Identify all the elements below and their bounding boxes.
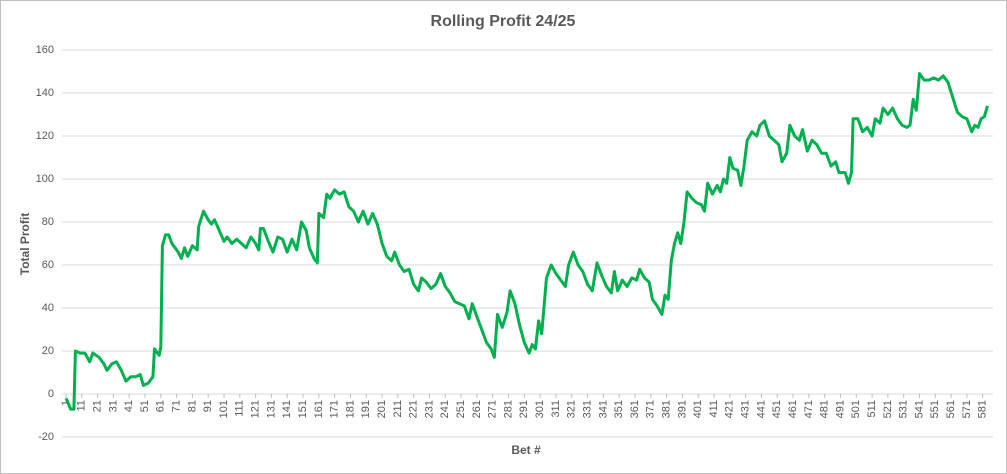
x-tick-label: 231 xyxy=(423,400,435,418)
x-axis-label: Bet # xyxy=(511,443,541,457)
x-tick-label: 131 xyxy=(265,400,277,418)
x-tick-label: 61 xyxy=(155,400,167,412)
x-tick-label: 11 xyxy=(76,400,88,411)
x-tick-label: 551 xyxy=(929,400,941,418)
x-tick-label: 441 xyxy=(755,400,767,418)
x-tick-label: 81 xyxy=(186,400,198,412)
y-tick-label: 40 xyxy=(42,302,54,314)
x-tick-label: 161 xyxy=(313,400,325,418)
x-tick-label: 221 xyxy=(408,400,420,418)
x-tick-label: 371 xyxy=(645,400,657,418)
x-tick-label: 471 xyxy=(803,400,815,418)
x-tick-label: 121 xyxy=(250,400,262,418)
profit-line xyxy=(64,72,989,411)
y-tick-label: 160 xyxy=(36,44,54,56)
y-tick-label: 20 xyxy=(42,345,54,357)
x-tick-label: 331 xyxy=(581,400,593,418)
x-tick-label: 421 xyxy=(724,400,736,418)
x-tick-label: 571 xyxy=(961,400,973,418)
x-tick-label: 271 xyxy=(487,400,499,418)
x-tick-label: 391 xyxy=(676,400,688,418)
x-tick-label: 41 xyxy=(123,400,135,412)
x-tick-label: 151 xyxy=(297,400,309,418)
x-tick-label: 541 xyxy=(913,400,925,418)
x-tick-label: 401 xyxy=(692,400,704,418)
x-tick-label: 181 xyxy=(344,400,356,418)
x-tick-label: 91 xyxy=(202,400,214,412)
x-tick-label: 581 xyxy=(977,400,989,418)
chart-title: Rolling Profit 24/25 xyxy=(431,13,576,30)
x-tick-label: 521 xyxy=(882,400,894,418)
x-tick-label: 361 xyxy=(629,400,641,418)
y-tick-label: 0 xyxy=(48,388,54,400)
x-tick-label: 491 xyxy=(834,400,846,418)
y-axis-label: Total Profit xyxy=(18,213,32,275)
x-tick-label: 381 xyxy=(661,400,673,418)
x-tick-label: 71 xyxy=(171,400,183,412)
x-tick-label: 291 xyxy=(518,400,530,418)
x-tick-label: 111 xyxy=(234,400,246,417)
y-tick-label: 80 xyxy=(42,216,54,228)
x-tick-label: 191 xyxy=(360,400,372,418)
x-tick-label: 201 xyxy=(376,400,388,418)
x-tick-label: 321 xyxy=(566,400,578,418)
x-tick-label: 351 xyxy=(613,400,625,418)
y-tick-label: 60 xyxy=(42,259,54,271)
x-tick-label: 301 xyxy=(534,400,546,418)
x-tick-label: 31 xyxy=(107,400,119,412)
y-tick-label: 140 xyxy=(36,87,54,99)
x-tick-label: 101 xyxy=(218,400,230,418)
x-tick-label: 141 xyxy=(281,400,293,418)
x-tick-label: 431 xyxy=(740,400,752,418)
x-tick-label: 1 xyxy=(60,400,72,406)
x-tick-label: 451 xyxy=(771,400,783,418)
x-tick-label: 511 xyxy=(866,400,878,418)
x-tick-label: 461 xyxy=(787,400,799,418)
x-tick-label: 21 xyxy=(91,400,103,412)
x-tick-label: 51 xyxy=(139,400,151,412)
x-tick-label: 311 xyxy=(550,400,562,418)
y-tick-label: -20 xyxy=(38,431,54,443)
x-tick-label: 241 xyxy=(439,400,451,418)
x-tick-label: 211 xyxy=(392,400,404,418)
x-tick-label: 531 xyxy=(898,400,910,418)
x-tick-label: 501 xyxy=(850,400,862,418)
x-tick-label: 411 xyxy=(708,400,720,418)
x-tick-label: 261 xyxy=(471,400,483,418)
y-tick-label: 100 xyxy=(36,173,54,185)
x-tick-label: 281 xyxy=(502,400,514,418)
x-tick-label: 171 xyxy=(329,400,341,418)
x-tick-label: 481 xyxy=(819,400,831,418)
x-tick-label: 341 xyxy=(597,400,609,418)
x-tick-label: 561 xyxy=(945,400,957,418)
x-tick-label: 251 xyxy=(455,400,467,418)
y-tick-label: 120 xyxy=(36,130,54,142)
